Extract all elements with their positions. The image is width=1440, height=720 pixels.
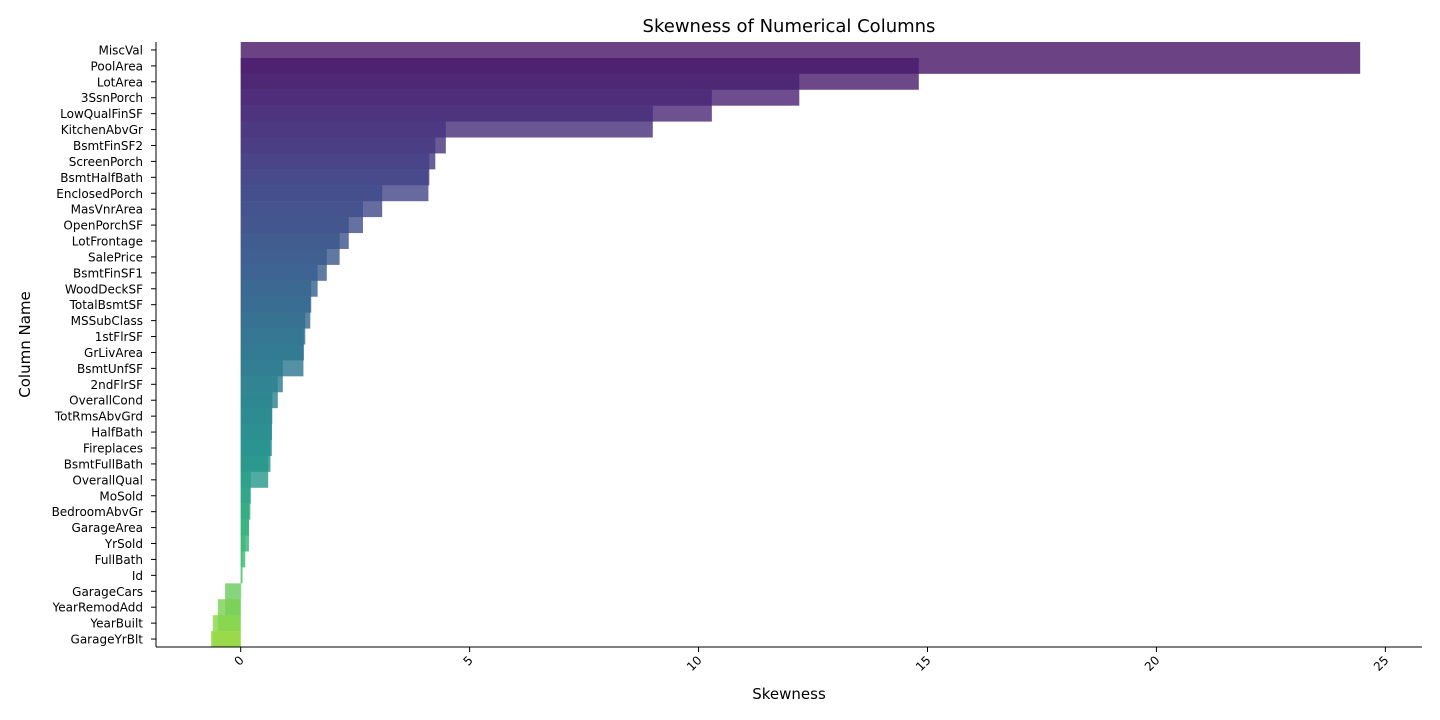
x-tick-label: 25 <box>1371 653 1392 674</box>
y-category-label: FullBath <box>95 553 143 567</box>
y-category-label: BsmtHalfBath <box>60 171 143 185</box>
x-tick-label: 15 <box>913 653 934 674</box>
y-category-label: PoolArea <box>91 59 143 73</box>
y-category-label: LotArea <box>97 75 143 89</box>
x-tick-label: 20 <box>1142 653 1163 674</box>
y-category-label: 2ndFlrSF <box>90 378 143 392</box>
y-category-label: MiscVal <box>98 43 143 57</box>
y-category-label: BsmtFullBath <box>64 457 143 471</box>
y-category-label: HalfBath <box>91 426 143 440</box>
chart-title: Skewness of Numerical Columns <box>643 16 936 37</box>
y-category-label: MSSubClass <box>71 314 143 328</box>
y-category-label: 1stFlrSF <box>95 330 143 344</box>
y-category-label: 3SsnPorch <box>81 91 143 105</box>
y-category-label: BsmtFinSF2 <box>73 139 143 153</box>
x-tick-label: 0 <box>232 653 247 668</box>
y-category-label: SalePrice <box>88 250 143 264</box>
bar-YrSold <box>240 535 246 568</box>
y-category-label: YrSold <box>104 537 143 551</box>
y-category-label: EnclosedPorch <box>56 187 143 201</box>
y-category-label: YearBuilt <box>89 617 143 631</box>
bars-layer <box>210 42 1361 647</box>
y-category-label: OverallQual <box>72 473 143 487</box>
y-category-label: BsmtFinSF1 <box>73 266 143 280</box>
y-category-label: GarageCars <box>72 585 143 599</box>
y-category-label: GarageArea <box>71 521 143 535</box>
x-tick-label: 5 <box>460 653 475 668</box>
y-category-label: MasVnrArea <box>71 203 143 217</box>
y-category-label: KitchenAbvGr <box>61 123 143 137</box>
axes-layer <box>155 42 1422 648</box>
y-axis-title: Column Name <box>16 291 34 397</box>
x-ticks: 0 5 10 15 20 25 <box>232 647 1392 674</box>
x-axis-title: Skewness <box>752 685 826 703</box>
bar-MoSold <box>240 487 251 520</box>
y-category-label: TotRmsAbvGrd <box>54 410 143 424</box>
y-category-label: LowQualFinSF <box>60 107 143 121</box>
y-category-label: Fireplaces <box>83 441 143 455</box>
y-category-label: BsmtUnfSF <box>77 362 143 376</box>
x-tick-label: 10 <box>684 653 705 674</box>
y-category-label: TotalBsmtSF <box>69 298 144 312</box>
bar-GarageYrBlt <box>210 631 241 647</box>
y-category-label: OverallCond <box>69 394 143 408</box>
bar-Id <box>240 567 242 600</box>
y-category-label: LotFrontage <box>72 235 143 249</box>
y-category-label: BedroomAbvGr <box>52 505 144 519</box>
y-ticks: MiscVal PoolArea LotArea 3SsnPorch LowQualFi… <box>52 43 156 647</box>
y-category-label: MoSold <box>99 489 143 503</box>
y-category-label: GrLivArea <box>84 346 143 360</box>
y-category-label: OpenPorchSF <box>63 219 143 233</box>
bar-FullBath <box>240 551 243 584</box>
y-category-label: GarageYrBlt <box>71 633 144 647</box>
y-category-label: Id <box>132 569 143 583</box>
y-category-label: ScreenPorch <box>69 155 143 169</box>
y-category-label: YearRemodAdd <box>52 601 143 615</box>
y-category-label: WoodDeckSF <box>65 282 143 296</box>
